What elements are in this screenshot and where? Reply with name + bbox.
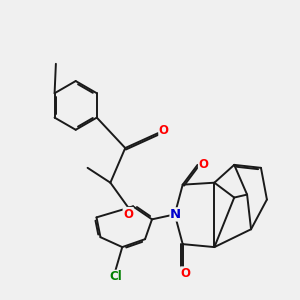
Text: Cl: Cl: [109, 270, 122, 283]
Text: O: O: [181, 267, 191, 280]
Text: O: O: [159, 124, 169, 137]
Text: O: O: [123, 208, 133, 220]
Text: N: N: [170, 208, 181, 221]
Text: O: O: [199, 158, 208, 171]
